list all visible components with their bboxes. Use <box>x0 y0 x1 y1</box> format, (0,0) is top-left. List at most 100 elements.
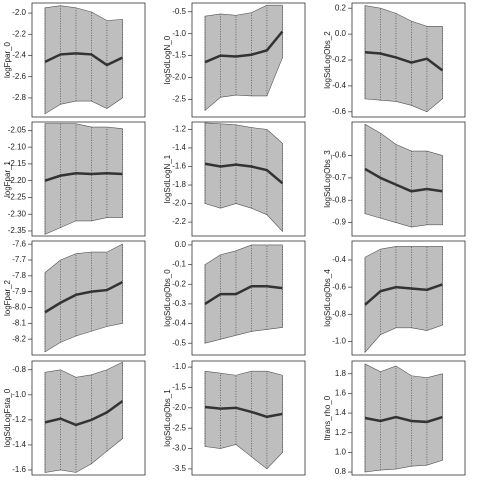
plot-frame <box>191 121 306 237</box>
y-axis-label: ltrans_rho_0 <box>323 395 332 440</box>
y-axis-label: logSdLogObs_1 <box>163 389 172 447</box>
band <box>204 370 283 470</box>
y-tick-label: 1.4 <box>335 408 347 417</box>
y-tick-label: -0.5 <box>172 7 186 16</box>
median-line <box>204 162 284 185</box>
y-tick-label: -0.8 <box>12 365 26 374</box>
median-line <box>364 415 443 424</box>
band <box>364 246 443 354</box>
y-tick-label: -2.5 <box>172 423 186 432</box>
band <box>44 123 123 235</box>
plot-frame <box>351 360 466 476</box>
y-tick-label: -0.6 <box>332 282 346 291</box>
plot-frame <box>31 240 146 356</box>
y-tick-label: -1.2 <box>12 415 26 424</box>
y-tick-label: -8.0 <box>12 303 26 312</box>
plot-frame <box>191 2 306 118</box>
y-tick-label: 0.8 <box>335 467 347 476</box>
y-tick-label: -2.5 <box>172 95 186 104</box>
median-line <box>44 400 124 427</box>
y-axis-label: logSdLogFsta_0 <box>3 388 12 447</box>
y-tick-label: -0.4 <box>332 255 346 264</box>
y-tick-label: -0.7 <box>332 173 346 182</box>
y-tick-label: -0.2 <box>172 279 186 288</box>
median-line <box>364 50 444 72</box>
y-tick-label: -2.8 <box>12 93 26 102</box>
median-line <box>44 52 123 67</box>
y-tick-label: 0.0 <box>335 29 347 38</box>
y-tick-label: 1.0 <box>335 448 347 457</box>
plot-frame <box>191 240 306 356</box>
y-axis-label: logSdLogObs_3 <box>323 150 332 208</box>
y-tick-label: -1.0 <box>172 362 186 371</box>
y-tick-label: -0.8 <box>332 309 346 318</box>
y-tick-label: -2.0 <box>172 73 186 82</box>
y-tick-label: -2.2 <box>12 29 26 38</box>
y-tick-label: -0.5 <box>172 338 186 347</box>
y-tick-label: -0.1 <box>172 260 186 269</box>
y-tick-label: -3.0 <box>172 444 186 453</box>
plot-frame <box>191 360 306 476</box>
band <box>44 361 123 473</box>
y-tick-label: -0.8 <box>332 195 346 204</box>
y-tick-label: -2.6 <box>12 72 26 81</box>
y-axis-label: logSdLogObs_4 <box>323 269 332 327</box>
y-tick-label: -7.7 <box>12 255 26 264</box>
y-tick-label: -1.0 <box>172 29 186 38</box>
y-tick-label: -0.6 <box>332 107 346 116</box>
band <box>44 243 123 353</box>
median-line <box>364 283 443 306</box>
y-axis-label: logSdLogN_1 <box>163 154 172 203</box>
y-tick-label: -1.6 <box>12 465 26 474</box>
y-tick-label: -1.4 <box>172 143 186 152</box>
y-tick-label: -1.0 <box>332 337 346 346</box>
plot-frame <box>351 121 466 237</box>
y-axis-label: logSdLogObs_2 <box>323 31 332 89</box>
y-tick-label: -2.0 <box>172 199 186 208</box>
y-tick-label: -2.25 <box>8 193 27 202</box>
y-tick-label: -2.30 <box>8 209 27 218</box>
y-tick-label: -1.5 <box>172 51 186 60</box>
y-tick-label: -0.4 <box>332 81 346 90</box>
y-tick-label: -0.6 <box>332 151 346 160</box>
y-tick-label: -0.2 <box>332 55 346 64</box>
y-tick-label: -2.15 <box>8 159 27 168</box>
band <box>204 244 283 344</box>
y-tick-label: -0.9 <box>332 218 346 227</box>
plot-frame <box>31 360 146 476</box>
y-tick-label: -7.6 <box>12 239 26 248</box>
y-tick-label: -2.05 <box>8 125 27 134</box>
y-tick-label: -8.1 <box>12 318 26 327</box>
y-tick-label: -1.6 <box>172 162 186 171</box>
plot-frame <box>351 240 466 356</box>
y-tick-label: -2.2 <box>172 217 186 226</box>
y-tick-label: -0.3 <box>172 299 186 308</box>
y-tick-label: -3.5 <box>172 464 186 473</box>
y-tick-label: 0.0 <box>175 240 187 249</box>
y-tick-label: -2.0 <box>12 8 26 17</box>
median-line <box>44 281 123 314</box>
y-tick-label: -2.4 <box>12 51 26 60</box>
median-line <box>44 172 123 182</box>
y-tick-label: 1.2 <box>335 428 347 437</box>
y-tick-label: -2.0 <box>172 403 186 412</box>
y-tick-label: 1.6 <box>335 389 347 398</box>
y-tick-label: -2.10 <box>8 142 27 151</box>
y-tick-label: -0.4 <box>172 319 186 328</box>
median-line <box>204 284 283 305</box>
y-tick-label: 0.2 <box>335 3 347 12</box>
y-axis-label: logFpar_1 <box>3 160 12 197</box>
y-tick-label: -2.20 <box>8 176 27 185</box>
median-line <box>204 405 283 419</box>
y-tick-label: -1.2 <box>172 125 186 134</box>
y-tick-label: 1.8 <box>335 369 347 378</box>
y-tick-label: -7.8 <box>12 271 26 280</box>
y-tick-label: -2.35 <box>8 226 27 235</box>
y-axis-label: logSdLogObs_0 <box>163 269 172 327</box>
band <box>204 122 283 233</box>
median-line <box>364 167 443 193</box>
band <box>44 5 123 115</box>
plot-frame <box>31 121 146 237</box>
y-axis-label: logFpar_2 <box>3 279 12 316</box>
